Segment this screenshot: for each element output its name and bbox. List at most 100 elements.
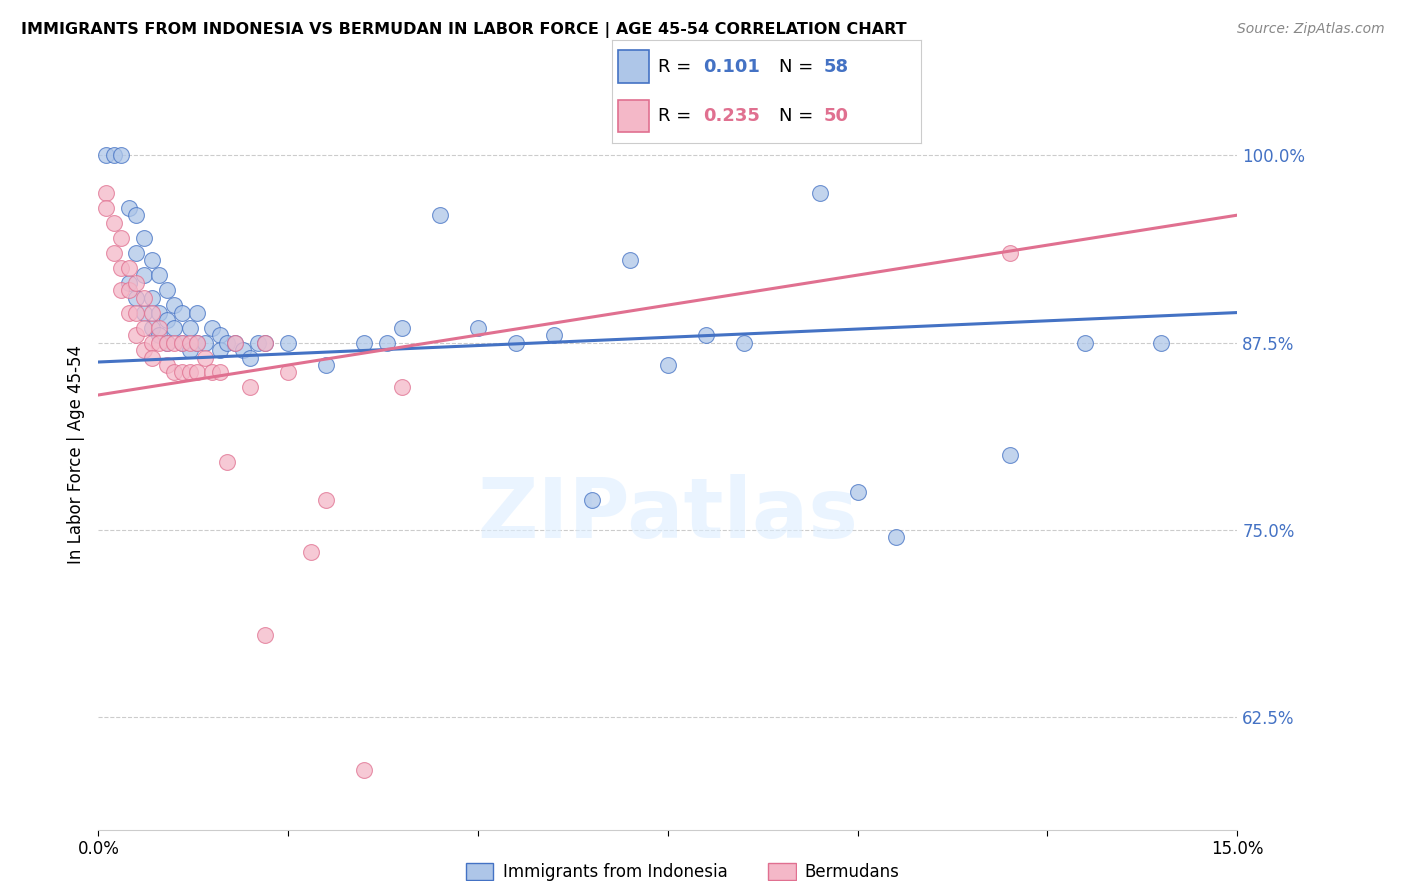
Point [315,492,337,507]
Point [315,358,337,372]
Point [208,366,231,380]
Point [118,260,141,275]
Point [94,186,117,200]
Point [118,305,141,319]
Point [125,291,148,305]
Point [125,276,148,290]
Point [179,343,201,357]
Point [232,343,254,357]
Point [110,230,132,244]
Point [170,335,193,350]
Text: IMMIGRANTS FROM INDONESIA VS BERMUDAN IN LABOR FORCE | AGE 45-54 CORRELATION CHA: IMMIGRANTS FROM INDONESIA VS BERMUDAN IN… [21,22,907,38]
Point [148,320,170,334]
Point [186,305,208,319]
Point [110,283,132,297]
Point [657,358,679,372]
Y-axis label: In Labor Force | Age 45-54: In Labor Force | Age 45-54 [66,345,84,565]
Point [186,366,208,380]
Point [217,335,239,350]
Point [208,343,231,357]
Point [103,148,125,162]
Point [141,291,163,305]
Point [141,351,163,365]
Point [375,335,398,350]
Point [391,380,413,394]
Point [429,208,451,222]
Point [186,335,208,350]
Point [391,320,413,334]
Point [998,448,1021,462]
Point [156,358,179,372]
Point [148,335,170,350]
Point [353,763,375,777]
Point [141,335,163,350]
Point [179,366,201,380]
Point [505,335,527,350]
Point [846,485,869,500]
Point [163,320,186,334]
Point [170,335,193,350]
Point [208,328,231,343]
Point [103,216,125,230]
FancyBboxPatch shape [617,100,648,132]
Point [118,201,141,215]
Point [94,201,117,215]
Text: Immigrants from Indonesia: Immigrants from Indonesia [503,863,728,881]
Point [1150,335,1173,350]
Point [118,283,141,297]
Point [179,335,201,350]
Point [118,276,141,290]
Point [170,305,193,319]
Point [998,245,1021,260]
Point [224,335,246,350]
Point [201,366,224,380]
Point [201,320,224,334]
Point [125,245,148,260]
Point [619,253,641,268]
Point [156,283,179,297]
Point [110,148,132,162]
Point [179,320,201,334]
Point [163,335,186,350]
Text: Source: ZipAtlas.com: Source: ZipAtlas.com [1237,22,1385,37]
Point [141,253,163,268]
Point [156,335,179,350]
Point [148,305,170,319]
Text: ZIPatlas: ZIPatlas [478,475,858,556]
Point [132,268,155,282]
Point [141,320,163,334]
Point [733,335,755,350]
Point [103,245,125,260]
Point [110,260,132,275]
Text: 0.235: 0.235 [703,107,759,125]
Point [141,305,163,319]
Point [170,366,193,380]
Point [148,328,170,343]
Point [1074,335,1097,350]
Point [239,351,262,365]
Point [156,335,179,350]
Point [254,335,277,350]
Point [132,291,155,305]
Point [156,313,179,327]
Text: R =: R = [658,58,697,76]
Point [163,366,186,380]
Point [125,208,148,222]
Point [125,328,148,343]
Point [217,455,239,469]
Point [254,335,277,350]
Point [163,298,186,312]
Point [695,328,717,343]
Point [194,335,217,350]
Point [132,320,155,334]
Text: 58: 58 [824,58,849,76]
Point [884,530,907,544]
Point [581,492,603,507]
Point [186,335,208,350]
Text: 50: 50 [824,107,848,125]
Point [299,545,322,559]
Point [148,268,170,282]
Text: R =: R = [658,107,697,125]
Point [467,320,489,334]
Point [239,380,262,394]
